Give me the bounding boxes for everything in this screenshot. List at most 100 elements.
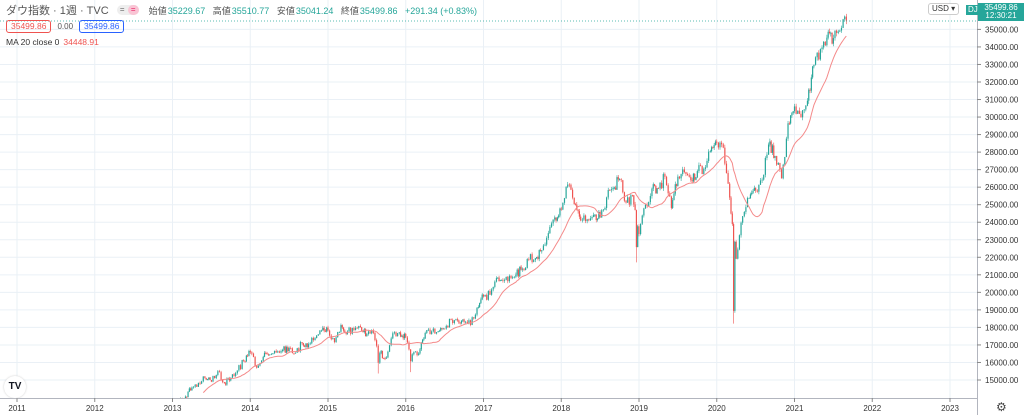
candle-body (245, 355, 247, 362)
candle-body (834, 30, 836, 39)
y-tick-label: 16000.00 (985, 358, 1019, 367)
candle-body (187, 391, 189, 398)
tradingview-logo[interactable]: TV (4, 376, 26, 398)
candle-body (606, 197, 608, 208)
candle-body (366, 334, 368, 337)
candle-body (238, 365, 240, 371)
candle-body (615, 187, 617, 190)
candle-body (427, 329, 430, 331)
candle-body (616, 177, 618, 190)
candle-body (533, 259, 535, 262)
candle-body (465, 321, 467, 323)
candle-body (521, 268, 523, 270)
y-tick-label: 19000.00 (985, 306, 1019, 315)
candle-body (699, 165, 702, 166)
candle-body (617, 177, 619, 180)
candle-body (260, 360, 263, 364)
candle-body (735, 241, 737, 259)
time-axis[interactable]: 2011 2012 2013 2014 2015 2016 2017 2018 2019 2020… (8, 398, 959, 413)
candle-body (282, 349, 284, 352)
candle-body (589, 218, 592, 221)
candle-body (784, 156, 786, 165)
candle-body (810, 77, 812, 91)
low-label: 安値 (276, 5, 295, 16)
candle-body (844, 16, 846, 20)
candle-body (562, 202, 564, 210)
candle-body (610, 189, 613, 191)
toggle-right[interactable]: = (127, 5, 139, 15)
candle-body (317, 334, 319, 336)
candle-body (479, 303, 481, 308)
sell-button[interactable]: 35499.86 (6, 20, 52, 33)
candle-body (803, 109, 805, 111)
candle-body (779, 162, 781, 170)
candle-body (487, 291, 489, 300)
candle-body (492, 286, 494, 290)
candle-body (704, 167, 707, 169)
x-tick-label: 2022 (863, 404, 881, 413)
candle-body (512, 277, 514, 279)
candle-body (637, 226, 639, 248)
candle-body (710, 147, 713, 152)
candle-body (462, 319, 464, 321)
time-axis-bg[interactable] (0, 398, 977, 415)
candle-body (283, 346, 285, 350)
toggle-left[interactable]: = (119, 5, 125, 14)
candle-body (429, 329, 431, 335)
candle-body (625, 200, 627, 203)
candle-body (431, 331, 433, 335)
candle-body (401, 335, 403, 337)
candle-body (832, 38, 834, 44)
candle-body (753, 187, 755, 191)
symbol-title[interactable]: ダウ指数 · 1週 · TVC (6, 5, 109, 17)
candle-body (698, 165, 700, 172)
candle-body (194, 384, 196, 387)
candle-body (821, 47, 823, 50)
candle-body (655, 185, 657, 194)
candle-body (277, 351, 279, 353)
visibility-toggle[interactable]: = = (116, 5, 139, 15)
currency-button[interactable]: USD ▾ (928, 3, 960, 15)
price-axis[interactable]: 15000.00 16000.00 17000.00 18000.00 19000.00… (977, 25, 1019, 385)
candle-body (424, 332, 426, 339)
candle-body (596, 218, 599, 221)
candle-body (342, 327, 345, 331)
candle-body (588, 219, 590, 221)
candle-body (544, 244, 546, 246)
candle-body (831, 32, 833, 44)
candle-body (414, 351, 417, 353)
candle-body (552, 219, 554, 224)
candle-body (653, 184, 656, 186)
candle-body (252, 353, 255, 357)
candle-body (269, 354, 271, 356)
price-axis-bg[interactable] (977, 0, 1024, 398)
candle-body (640, 223, 642, 235)
buy-button[interactable]: 35499.86 (79, 20, 125, 33)
ma-legend[interactable]: MA 20 close 0 34448.91 (6, 37, 482, 47)
candle-body (563, 198, 566, 203)
x-tick-label: 2021 (786, 404, 804, 413)
candle-body (791, 113, 793, 116)
candle-body (709, 151, 711, 153)
candle-body (734, 241, 736, 311)
candle-body (696, 171, 698, 178)
candle-body (290, 347, 292, 349)
candle-body (474, 314, 477, 319)
candle-body (631, 195, 634, 197)
candle-body (792, 111, 794, 114)
candle-body (593, 214, 595, 217)
candle-body (756, 190, 758, 192)
candle-body (731, 213, 733, 225)
y-tick-label: 21000.00 (985, 271, 1019, 280)
candle-body (745, 207, 747, 212)
candle-body (421, 339, 424, 343)
candle-body (749, 194, 752, 198)
y-tick-label: 33000.00 (985, 60, 1019, 69)
candle-body (770, 141, 772, 153)
gear-icon[interactable]: ⚙ (996, 400, 1007, 414)
candle-body (682, 169, 684, 175)
candle-body (441, 328, 443, 329)
candle-body (826, 37, 828, 46)
candle-body (197, 382, 200, 387)
